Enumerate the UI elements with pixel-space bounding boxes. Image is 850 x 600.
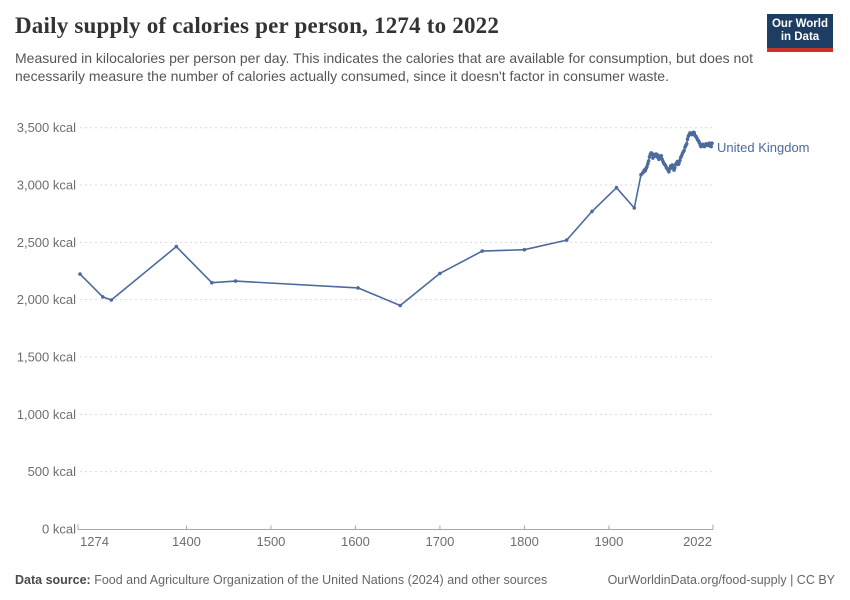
data-point [677,161,681,165]
owid-url-license[interactable]: OurWorldinData.org/food-supply | CC BY [607,573,835,587]
chart-header: Daily supply of calories per person, 127… [15,12,835,86]
data-point [438,271,442,276]
chart-title: Daily supply of calories per person, 127… [15,13,500,38]
y-tick-label: 500 kcal [28,464,77,479]
data-point [614,185,619,190]
data-point [685,137,690,141]
data-point [109,298,114,302]
x-tick-label: 1600 [341,534,370,549]
data-point [684,142,689,146]
y-tick-label: 2,000 kcal [17,292,76,307]
data-point [667,170,671,174]
data-point [710,141,714,145]
data-point [646,159,651,163]
data-point [632,206,637,210]
data-source-label: Data source: [15,573,91,587]
x-tick-label: 1274 [80,534,109,549]
x-tick-label: 1700 [425,534,454,549]
x-tick-label: 1400 [172,534,201,549]
data-point [564,238,569,242]
owid-logo[interactable]: Our World in Data [767,14,833,52]
chart-subtitle: Measured in kilocalories per person per … [15,49,754,85]
data-point [174,244,179,249]
data-point [522,247,527,252]
owid-logo-line2: in Data [780,31,820,43]
data-point [480,249,485,253]
data-point [646,162,650,166]
data-point [398,303,403,308]
data-point [673,166,677,170]
x-tick-label: 1500 [256,534,285,549]
data-source-text: Food and Agriculture Organization of the… [90,573,548,587]
y-tick-label: 3,000 kcal [17,178,76,193]
data-point [707,141,712,145]
data-point [78,272,82,276]
data-point [210,280,214,285]
x-tick-label: 1800 [510,534,539,549]
data-point [101,295,105,299]
data-point [356,286,360,290]
data-point [709,144,713,149]
y-tick-label: 2,500 kcal [17,235,76,250]
data-point [682,148,686,153]
series-label[interactable]: United Kingdom [717,140,810,155]
data-point [645,164,649,169]
data-point [692,131,697,135]
data-point [233,279,238,283]
chart-footer: Data source: Food and Agriculture Organi… [15,573,835,587]
y-tick-label: 3,500 kcal [17,120,76,135]
data-point [678,158,682,163]
data-source-note: Data source: Food and Agriculture Organi… [15,573,547,587]
y-tick-label: 1,000 kcal [17,407,76,422]
data-point [659,154,664,158]
x-tick-label: 1900 [594,534,623,549]
series-line[interactable] [79,131,713,307]
y-tick-label: 0 kcal [42,522,76,537]
y-tick-label: 1,500 kcal [17,350,76,365]
data-point [590,209,594,214]
owid-logo-line1: Our World [771,17,828,30]
x-tick-label: 2022 [683,534,712,549]
